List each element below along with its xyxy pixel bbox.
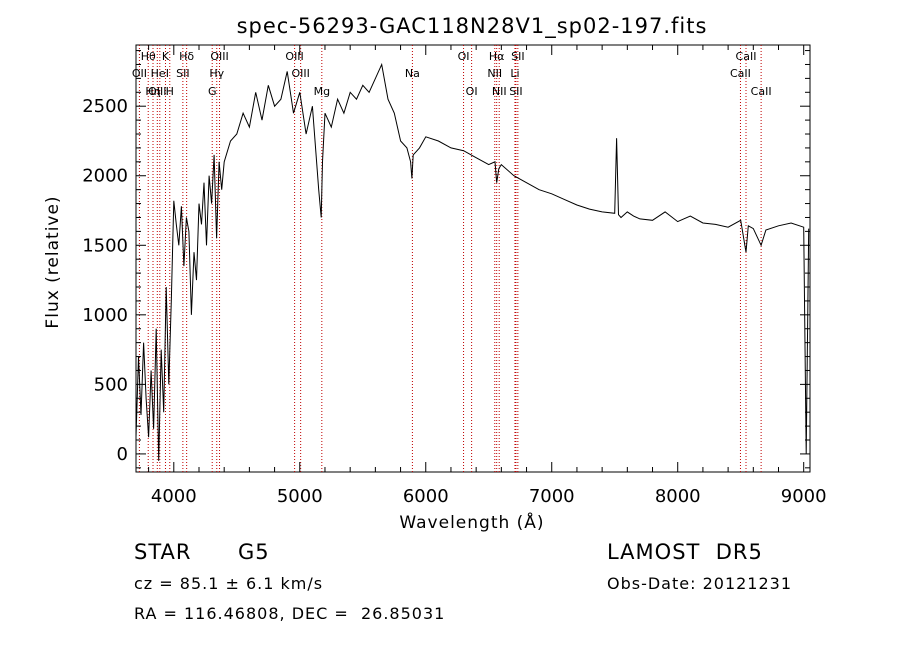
object-subclass: G5 [238,540,270,564]
spectral-line-markers [138,45,762,472]
object-type: STAR [134,540,192,564]
spectral-line-label: OIII [148,85,166,98]
survey-name: LAMOST DR5 [607,540,763,564]
observation-date: Obs-Date: 20121231 [607,574,793,593]
spectral-line-label: OIII [210,50,228,63]
spectral-line-label: NII [487,67,502,80]
y-tick-label: 2500 [82,96,128,117]
spectral-line-label: K [162,50,170,63]
y-axis-label: Flux (relative) [43,195,63,328]
spectral-line-label: Hθ [141,50,156,63]
spectral-line-label: Hη [145,85,160,98]
spectral-line-label: G [208,85,217,98]
spectral-line-label: NII [492,85,507,98]
y-tick-label: 2000 [82,166,128,187]
spectral-line-label: CaII [751,85,772,98]
x-axis-ticks: 4000 5000 6000 7000 8000 9000 [148,45,827,507]
x-tick-label: 8000 [655,486,701,507]
x-tick-label: 7000 [529,486,575,507]
spectral-line-label: SII [511,50,524,63]
spectral-line-label: OI [458,50,470,63]
spectral-line-label: Hδ [179,50,194,63]
x-axis-label: Wavelength (Å) [399,511,544,533]
chart-title: spec-56293-GAC118N28V1_sp02-197.fits [237,14,708,39]
spectrum-line [135,62,810,461]
spectral-line-label: H [166,85,174,98]
spectral-line-label: Hα [489,50,505,63]
spectral-line-label: HeI [151,67,169,80]
spectral-line-label: OIII [291,67,309,80]
y-tick-label: 1000 [82,305,128,326]
spectral-line-label: SII [509,85,522,98]
x-tick-label: 6000 [403,486,449,507]
spectral-line-label: CaII [730,67,751,80]
redshift-velocity: cz = 85.1 ± 6.1 km/s [134,574,324,593]
x-tick-label: 4000 [151,486,197,507]
x-tick-label: 9000 [781,486,827,507]
spectral-line-label: Na [405,67,420,80]
y-tick-label: 500 [94,374,128,395]
x-tick-label: 5000 [277,486,323,507]
spectral-line-label: SII [176,67,189,80]
y-tick-label: 1500 [82,235,128,256]
coordinates: RA = 116.46808, DEC = 26.85031 [134,604,446,623]
y-tick-label: 0 [117,444,128,465]
plot-frame [135,44,811,473]
spectrum-chart: spec-56293-GAC118N28V1_sp02-197.fits Hθ O… [43,14,827,533]
y-axis-ticks: 0 500 1000 1500 2000 2500 [82,50,810,469]
spectral-line-label: Li [510,67,519,80]
spectral-line-label: Mg [314,85,330,98]
spectral-line-label: OII [132,67,147,80]
spectral-line-label: OIII [285,50,303,63]
spectral-line-label: CaII [736,50,757,63]
spectral-line-label: Hγ [209,67,224,80]
spectral-line-label: OI [466,85,478,98]
